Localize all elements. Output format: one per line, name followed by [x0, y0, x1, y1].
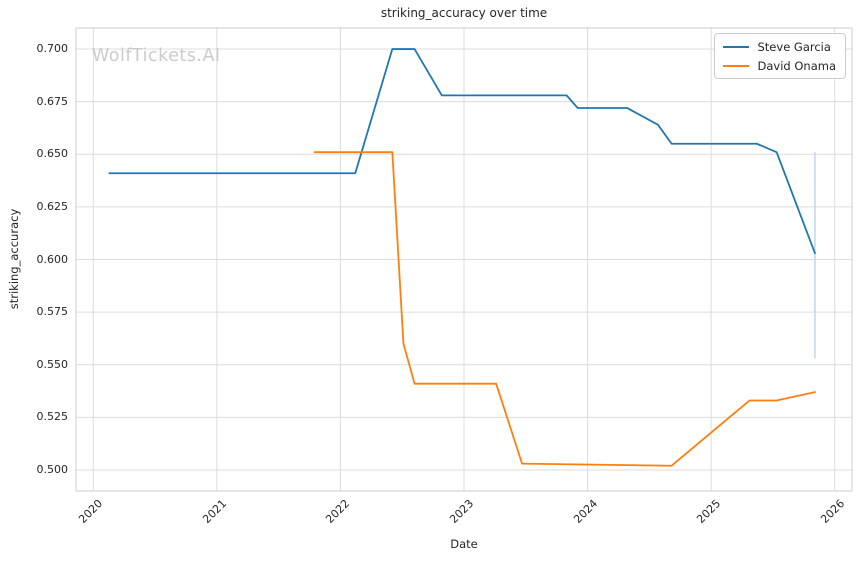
y-tick-label: 0.625: [36, 199, 69, 213]
y-tick-label: 0.500: [36, 462, 69, 476]
series-line-david-onama: [313, 151, 816, 467]
y-tick-label: 0.575: [36, 305, 69, 319]
legend: Steve Garcia David Onama: [713, 33, 846, 79]
y-tick-label: 0.525: [36, 410, 69, 424]
y-tick-label: 0.650: [36, 147, 69, 161]
legend-line-swatch: [722, 64, 749, 67]
chart-title: striking_accuracy over time: [380, 6, 548, 20]
y-tick-label: 0.600: [36, 252, 69, 266]
legend-label: David Onama: [757, 58, 837, 73]
legend-item: David Onama: [722, 57, 837, 74]
legend-line-swatch: [722, 45, 749, 48]
plot-border: [75, 27, 853, 492]
series-line-steve-garcia: [108, 48, 816, 255]
y-tick-label: 0.550: [36, 357, 69, 371]
y-tick-label: 0.700: [36, 42, 69, 56]
legend-label: Steve Garcia: [757, 39, 831, 54]
x-axis-label: Date: [450, 537, 478, 551]
legend-item: Steve Garcia: [722, 38, 837, 55]
watermark: WolfTickets.AI: [92, 46, 221, 66]
y-tick-label: 0.675: [36, 94, 69, 108]
y-axis-label: striking_accuracy: [7, 208, 21, 310]
